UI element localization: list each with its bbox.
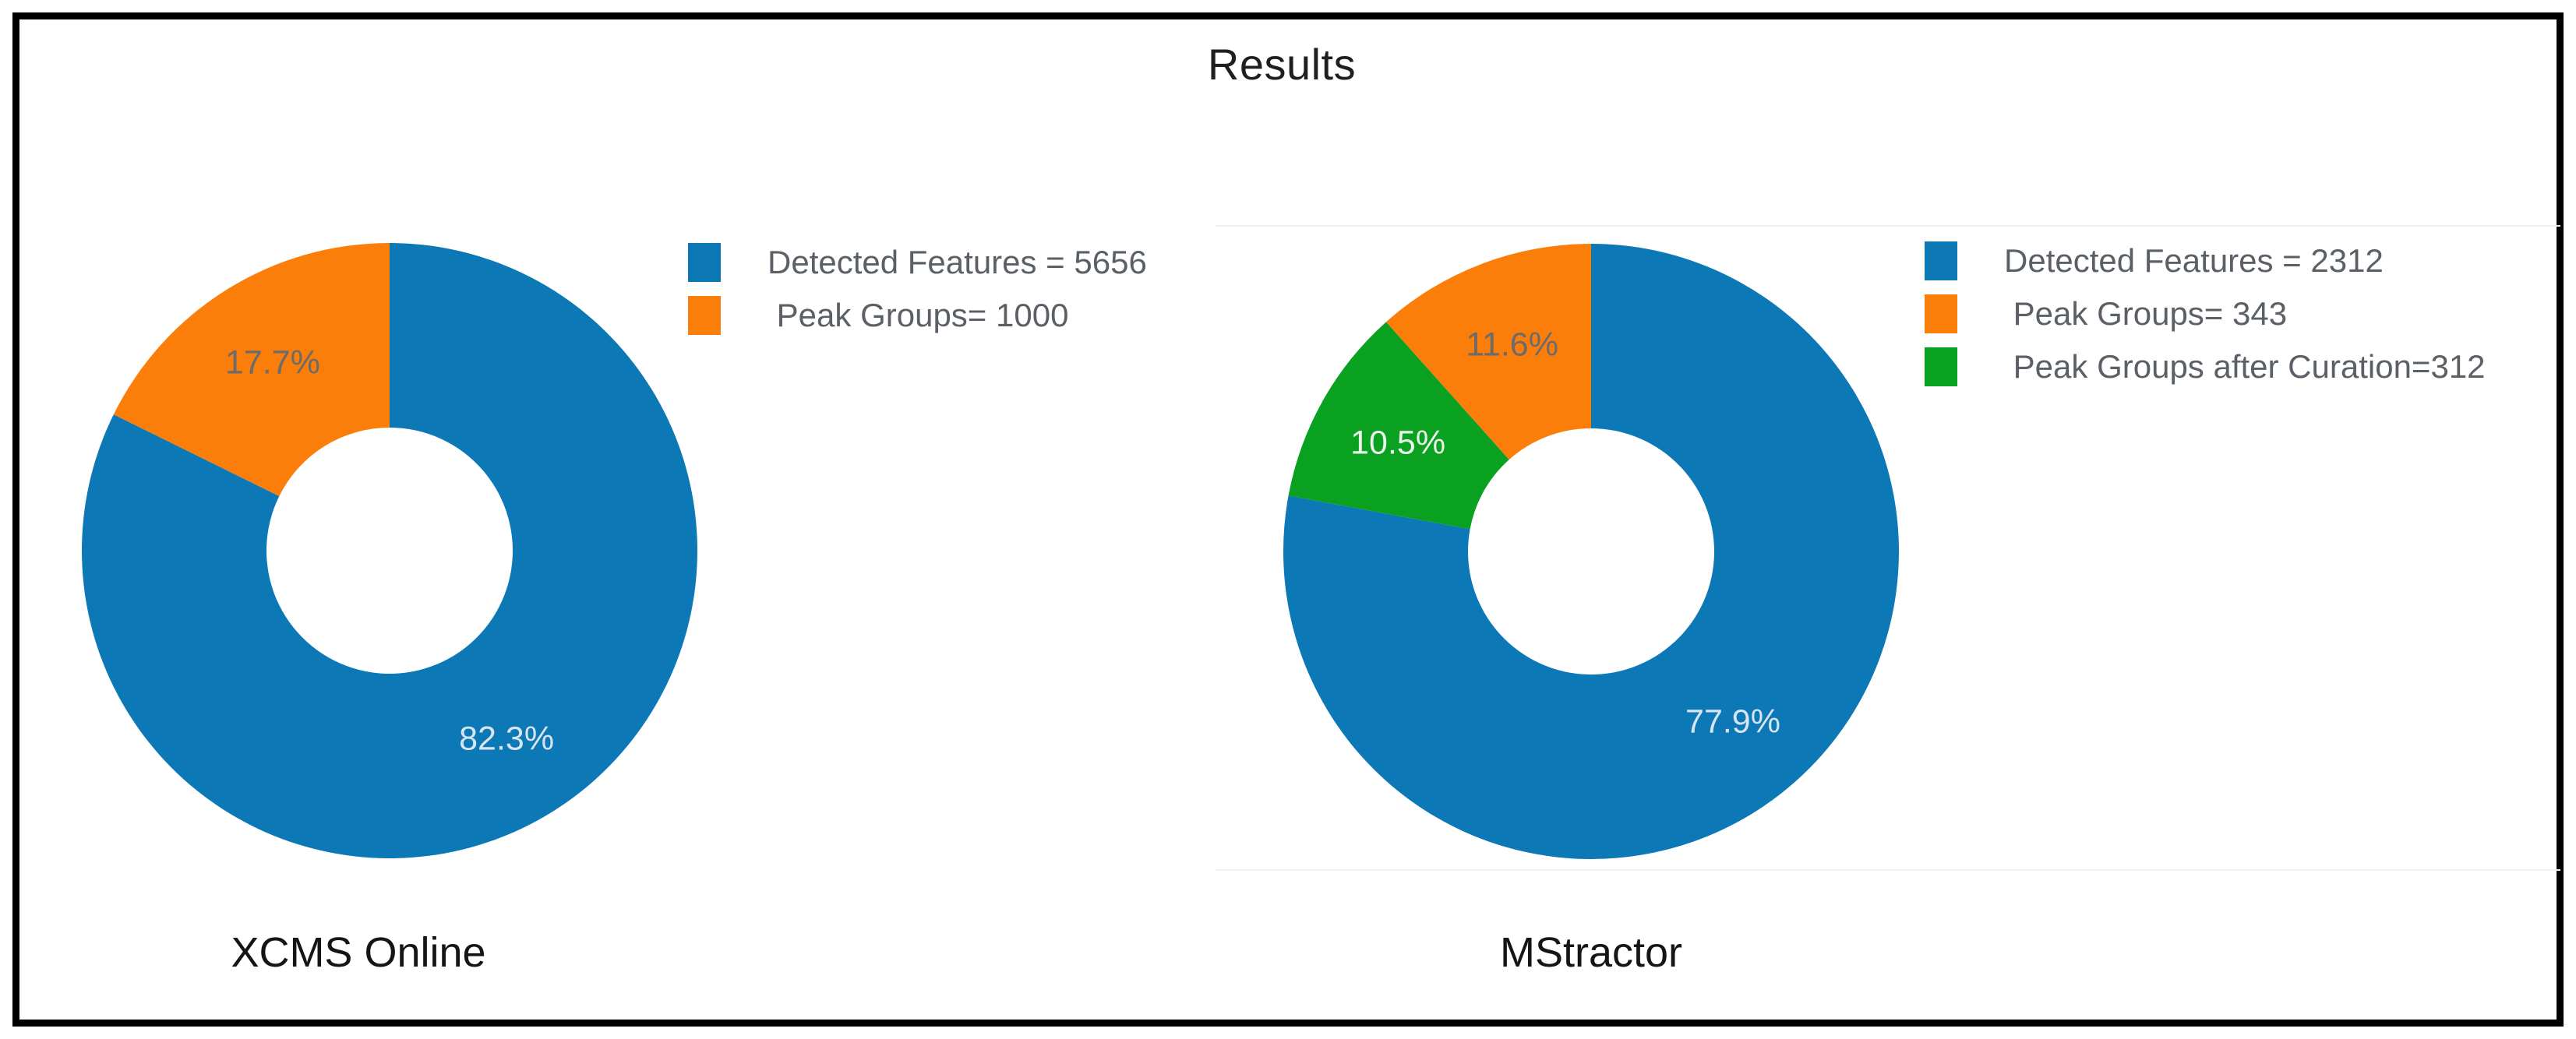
plot-area-edge-top	[1216, 225, 2560, 227]
legend-swatch-detected-features	[1925, 241, 1957, 280]
pie-slice-peak-groups	[1385, 244, 1591, 460]
legend-mstractor: Detected Features = 2312 Peak Groups= 34…	[1925, 241, 2486, 386]
legend-label: Peak Groups after Curation=312	[2004, 348, 2486, 385]
chart-subtitle-xcms-online: XCMS Online	[231, 929, 486, 976]
pie-slice-peak-groups-after-curation	[1288, 322, 1509, 530]
pie-slice-detected-features	[82, 243, 698, 859]
legend-swatch-peak-groups	[688, 296, 721, 335]
legend-item-peak-groups-after-curation: Peak Groups after Curation=312	[1925, 347, 2486, 386]
plot-area-edge-bottom	[1216, 869, 2560, 871]
legend-swatch-peak-groups	[1925, 294, 1957, 333]
mstractor-donut-chart: 77.9% 10.5% 11.6%	[1283, 244, 1900, 859]
legend-label: Peak Groups= 1000	[768, 297, 1069, 333]
percent-label-peak-groups: 11.6%	[1466, 326, 1558, 363]
chart-subtitle-mstractor: MStractor	[1499, 929, 1683, 976]
legend-xcms-online: Detected Features = 5656 Peak Groups= 10…	[688, 243, 1147, 335]
pie-slice-detected-features	[1283, 244, 1900, 859]
xcms-online-donut-chart: 82.3% 17.7%	[82, 243, 698, 859]
percent-label-peak-groups-after-curation: 10.5%	[1350, 424, 1445, 462]
page-title: Results	[1207, 40, 1357, 89]
pie-slice-peak-groups	[113, 243, 390, 497]
legend-label: Detected Features = 2312	[2004, 242, 2384, 279]
legend-item-peak-groups: Peak Groups= 1000	[688, 296, 1147, 335]
legend-swatch-peak-groups-after-curation	[1925, 347, 1957, 386]
percent-label-peak-groups: 17.7%	[225, 343, 320, 381]
legend-item-peak-groups: Peak Groups= 343	[1925, 294, 2486, 333]
percent-label-detected-features: 77.9%	[1685, 703, 1780, 741]
legend-item-detected-features: Detected Features = 2312	[1925, 241, 2486, 280]
legend-label: Detected Features = 5656	[768, 244, 1147, 280]
legend-label: Peak Groups= 343	[2004, 295, 2288, 332]
legend-swatch-detected-features	[688, 243, 721, 282]
legend-item-detected-features: Detected Features = 5656	[688, 243, 1147, 282]
percent-label-detected-features: 82.3%	[459, 720, 554, 758]
